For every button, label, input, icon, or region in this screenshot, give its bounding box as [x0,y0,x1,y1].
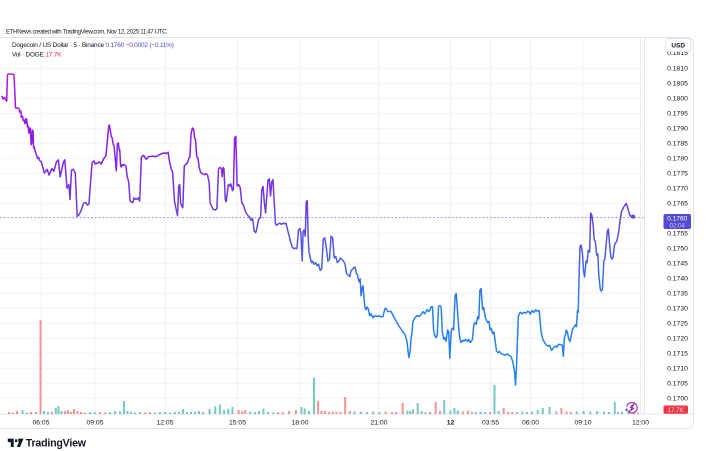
svg-text:12:05: 12:05 [156,420,173,427]
svg-text:0.1815: 0.1815 [667,50,688,57]
svg-text:0.1700: 0.1700 [667,395,688,402]
svg-text:18:00: 18:00 [291,420,308,427]
svg-text:TradingView: TradingView [26,438,87,450]
svg-text:0.1770: 0.1770 [667,186,688,193]
svg-text:0.1735: 0.1735 [667,291,688,298]
svg-text:12:00: 12:00 [632,420,649,427]
svg-text:02:04: 02:04 [669,223,685,230]
svg-text:06:05: 06:05 [32,420,49,427]
svg-text:12: 12 [447,420,455,427]
svg-text:ETHNews created with TradingVi: ETHNews created with TradingView.com, No… [6,29,167,36]
svg-text:09:10: 09:10 [574,420,591,427]
svg-text:0.1765: 0.1765 [667,201,688,208]
svg-text:Vol · DOGE 17.7K: Vol · DOGE 17.7K [12,51,62,58]
svg-text:0.1715: 0.1715 [667,350,688,357]
svg-text:0.1710: 0.1710 [667,365,688,372]
svg-text:0.1740: 0.1740 [667,276,688,283]
svg-text:USD: USD [671,42,685,49]
svg-text:Dogecoin / US Dollar · 5 · Bin: Dogecoin / US Dollar · 5 · Binance 0.176… [12,42,174,49]
svg-text:0.1750: 0.1750 [667,246,688,253]
svg-text:0.1730: 0.1730 [667,306,688,313]
svg-text:0.1800: 0.1800 [667,96,688,103]
svg-text:0.1745: 0.1745 [667,261,688,268]
svg-text:17.7K: 17.7K [668,407,685,414]
svg-text:03:55: 03:55 [482,420,499,427]
svg-text:0.1810: 0.1810 [667,66,688,73]
svg-text:15:05: 15:05 [229,420,246,427]
svg-text:0.1755: 0.1755 [667,231,688,238]
svg-text:0.1760: 0.1760 [667,215,688,222]
svg-text:0.1795: 0.1795 [667,111,688,118]
svg-text:0.1705: 0.1705 [667,380,688,387]
svg-text:0.1780: 0.1780 [667,156,688,163]
svg-text:06:00: 06:00 [522,420,539,427]
svg-text:0.1720: 0.1720 [667,335,688,342]
svg-text:0.1775: 0.1775 [667,171,688,178]
svg-text:0.1790: 0.1790 [667,126,688,133]
svg-text:09:05: 09:05 [86,420,103,427]
svg-text:0.1805: 0.1805 [667,81,688,88]
svg-text:0.1725: 0.1725 [667,320,688,327]
svg-text:0.1785: 0.1785 [667,141,688,148]
svg-text:21:00: 21:00 [370,420,387,427]
